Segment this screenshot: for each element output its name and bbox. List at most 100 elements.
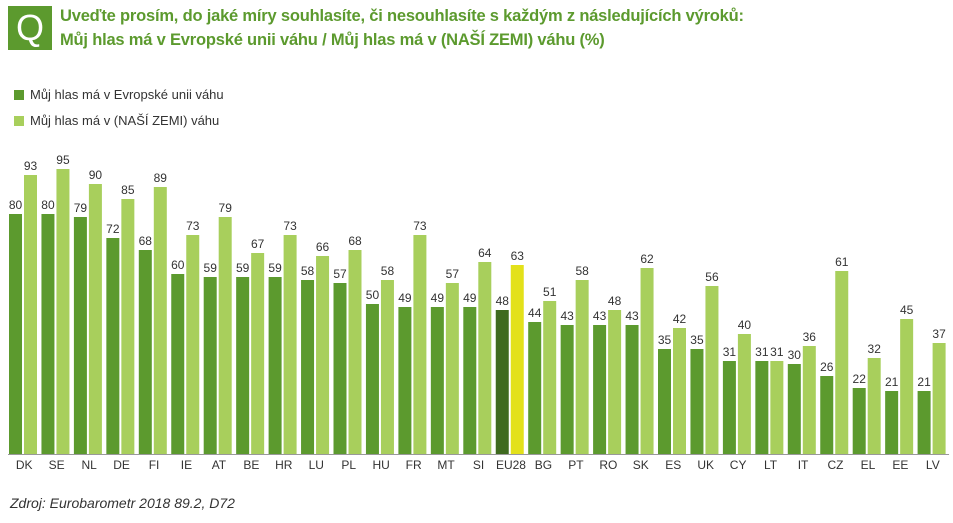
bar-chart: 80 93 DK 80 95 SE 79 90 NL 72 85 DE 68 89 FI 60 73 IE 59 79… xyxy=(8,153,950,472)
tick-label-si: SI xyxy=(473,458,484,472)
data-label-country-cy: 40 xyxy=(738,318,752,332)
data-label-country-ie: 73 xyxy=(186,219,200,233)
data-label-eu-pt: 43 xyxy=(560,309,574,323)
bar-country-se xyxy=(56,169,70,454)
data-label-country-lt: 31 xyxy=(770,345,784,359)
bar-eu-cy xyxy=(722,361,736,454)
data-label-eu-el: 22 xyxy=(853,372,867,386)
legend-swatch-country xyxy=(14,116,24,126)
tick-label-lt: LT xyxy=(764,458,778,472)
bar-country-si xyxy=(478,262,492,454)
data-label-eu-cz: 26 xyxy=(820,360,834,374)
data-label-eu-uk: 35 xyxy=(690,333,704,347)
data-label-eu-fr: 49 xyxy=(398,291,412,305)
legend-label-country: Můj hlas má v (NAŠÍ ZEMI) váhu xyxy=(30,113,220,128)
tick-label-el: EL xyxy=(861,458,876,472)
data-label-country-ee: 45 xyxy=(900,303,914,317)
data-label-eu-eu28: 48 xyxy=(496,294,510,308)
bar-country-at xyxy=(218,217,232,454)
bar-eu-bg xyxy=(528,322,542,454)
bar-eu-de xyxy=(106,238,120,454)
data-label-country-cz: 61 xyxy=(835,255,849,269)
data-label-eu-lv: 21 xyxy=(917,375,931,389)
bar-country-bg xyxy=(543,301,557,454)
data-label-eu-ie: 60 xyxy=(171,258,185,272)
bar-country-be xyxy=(251,253,265,454)
bar-eu-pt xyxy=(560,325,574,454)
bar-eu-lu xyxy=(301,280,315,454)
data-label-eu-sk: 43 xyxy=(625,309,639,323)
tick-label-cz: CZ xyxy=(827,458,843,472)
bar-country-es xyxy=(673,328,686,454)
bar-country-hr xyxy=(283,235,297,454)
data-label-country-eu28: 63 xyxy=(511,249,525,263)
bar-country-uk xyxy=(705,286,719,454)
legend-label-eu: Můj hlas má v Evropské unii váhu xyxy=(30,87,224,102)
bar-country-cy xyxy=(737,334,751,454)
bar-eu-el xyxy=(852,388,866,454)
bar-eu-nl xyxy=(73,217,87,454)
bar-eu-pl xyxy=(333,283,347,454)
bar-eu-ee xyxy=(885,391,899,454)
bar-country-nl xyxy=(88,184,102,454)
data-label-country-dk: 93 xyxy=(24,159,38,173)
data-label-eu-cy: 31 xyxy=(723,345,737,359)
data-label-eu-bg: 44 xyxy=(528,306,542,320)
bar-eu-dk xyxy=(9,214,22,454)
data-label-country-ro: 48 xyxy=(608,294,622,308)
tick-label-uk: UK xyxy=(697,458,714,472)
bar-country-de xyxy=(121,199,135,454)
tick-label-lu: LU xyxy=(309,458,324,472)
bar-country-pt xyxy=(575,280,589,454)
tick-label-ee: EE xyxy=(892,458,908,472)
tick-label-mt: MT xyxy=(437,458,455,472)
bar-eu-be xyxy=(236,277,250,454)
tick-label-es: ES xyxy=(665,458,681,472)
bar-country-sk xyxy=(640,268,654,454)
bar-country-lt xyxy=(770,361,784,454)
bar-country-pl xyxy=(348,250,362,454)
bar-country-it xyxy=(802,346,816,454)
tick-label-pt: PT xyxy=(568,458,584,472)
data-label-country-es: 42 xyxy=(673,312,687,326)
bar-country-fr xyxy=(413,235,427,454)
chart-title: Uveďte prosím, do jaké míry souhlasíte, … xyxy=(60,7,744,25)
tick-label-ie: IE xyxy=(181,458,192,472)
tick-label-sk: SK xyxy=(633,458,649,472)
bar-eu-at xyxy=(203,277,217,454)
data-label-country-be: 67 xyxy=(251,237,265,251)
data-label-country-at: 79 xyxy=(219,201,233,215)
bar-country-mt xyxy=(445,283,459,454)
data-label-eu-lt: 31 xyxy=(755,345,769,359)
data-label-eu-de: 72 xyxy=(106,222,120,236)
data-label-eu-mt: 49 xyxy=(431,291,445,305)
data-label-country-de: 85 xyxy=(121,183,135,197)
data-label-country-sk: 62 xyxy=(640,252,654,266)
data-label-country-el: 32 xyxy=(868,342,882,356)
question-icon-letter: Q xyxy=(15,7,44,48)
data-label-country-fr: 73 xyxy=(413,219,427,233)
data-label-eu-it: 30 xyxy=(788,348,802,362)
tick-label-cy: CY xyxy=(730,458,747,472)
tick-label-ro: RO xyxy=(599,458,617,472)
bar-eu-hu xyxy=(365,304,379,454)
data-label-eu-hu: 50 xyxy=(366,288,380,302)
question-icon: Q xyxy=(8,6,52,50)
bar-eu-it xyxy=(787,364,801,454)
data-label-country-pt: 58 xyxy=(575,264,589,278)
data-label-country-mt: 57 xyxy=(446,267,460,281)
data-label-country-lv: 37 xyxy=(932,327,946,341)
bar-country-el xyxy=(867,358,881,454)
data-label-eu-ee: 21 xyxy=(885,375,899,389)
bar-eu-ie xyxy=(171,274,185,454)
data-label-country-bg: 51 xyxy=(543,285,557,299)
bar-country-ee xyxy=(900,319,914,454)
tick-label-at: AT xyxy=(212,458,227,472)
source-note: Zdroj: Eurobarometr 2018 89.2, D72 xyxy=(10,495,235,511)
bar-eu-se xyxy=(41,214,55,454)
bar-eu-es xyxy=(658,349,671,454)
data-label-eu-se: 80 xyxy=(41,198,55,212)
data-label-eu-es: 35 xyxy=(658,333,672,347)
legend-swatch-eu xyxy=(14,90,24,100)
tick-label-de: DE xyxy=(113,458,130,472)
